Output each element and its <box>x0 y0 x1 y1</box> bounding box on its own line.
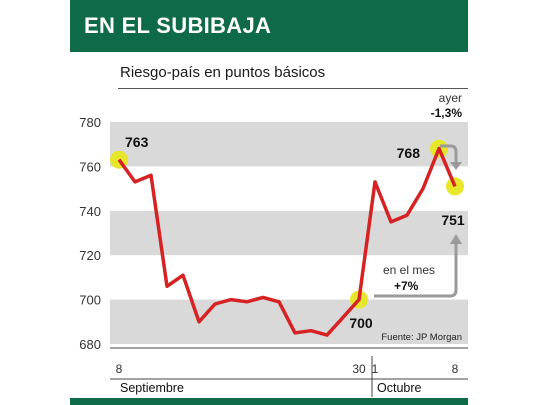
grid-band-1 <box>110 210 468 256</box>
data-label: 700 <box>349 315 373 331</box>
x-tick-label: 8 <box>116 362 123 376</box>
y-tick-label: 720 <box>79 248 101 263</box>
arrow-mes <box>374 242 458 298</box>
y-tick-label: 760 <box>79 159 101 174</box>
arrow-ayer <box>440 144 458 164</box>
data-label: 768 <box>397 145 421 161</box>
month-label: Septiembre <box>120 381 184 395</box>
subtitle-rule <box>118 88 468 89</box>
annotation-mes-value: +7% <box>394 279 419 293</box>
x-tick-label: 1 <box>372 362 379 376</box>
y-tick-label: 700 <box>79 293 101 308</box>
footer-bar <box>70 398 468 405</box>
chart-subtitle: Riesgo-país en puntos básicos <box>120 64 326 81</box>
header-bar: EN EL SUBIBAJA <box>70 0 468 52</box>
arrow-ayer-head <box>450 162 462 170</box>
data-label: 751 <box>441 212 465 228</box>
annotation-ayer-value: -1,3% <box>431 106 463 120</box>
arrow-mes-head <box>450 234 462 244</box>
annotation-ayer-label: ayer <box>439 91 462 105</box>
source-note: Fuente: JP Morgan <box>381 332 462 343</box>
data-label: 763 <box>125 134 149 150</box>
y-tick-label: 740 <box>79 204 101 219</box>
y-tick-label: 680 <box>79 337 101 352</box>
month-label: Octubre <box>377 381 422 395</box>
series-line <box>117 146 457 337</box>
x-tick-label: 8 <box>452 362 459 376</box>
x-tick-label: 30 <box>352 362 366 376</box>
annotation-mes-label: en el mes <box>383 263 435 277</box>
header-title: EN EL SUBIBAJA <box>84 13 272 38</box>
y-tick-label: 780 <box>79 115 101 130</box>
grid-band-0 <box>110 122 468 167</box>
